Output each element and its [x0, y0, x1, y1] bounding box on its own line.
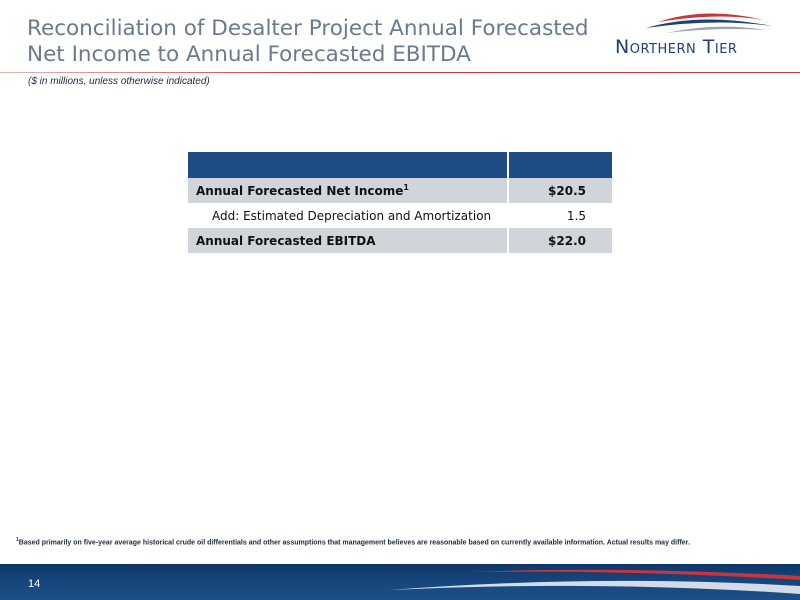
table-row-depreciation: Add: Estimated Depreciation and Amortiza…	[188, 203, 612, 228]
table-header-row	[188, 152, 612, 178]
depreciation-label: Add: Estimated Depreciation and Amortiza…	[212, 208, 492, 223]
footer-bar: 14	[0, 564, 800, 600]
net-income-value: $20.5	[507, 178, 612, 203]
units-subtitle: ($ in millions, unless otherwise indicat…	[28, 76, 210, 87]
footnote-marker: 1	[403, 183, 409, 192]
reconciliation-table: Annual Forecasted Net Income1 $20.5 Add:…	[188, 152, 612, 253]
footnote: 1Based primarily on five-year average hi…	[16, 537, 786, 546]
footnote-number: 1	[16, 537, 19, 543]
title-line-1: Reconciliation of Desalter Project Annua…	[27, 16, 589, 41]
depreciation-value: 1.5	[566, 208, 586, 223]
page-title: Reconciliation of Desalter Project Annua…	[27, 16, 617, 68]
ebitda-value: $22.0	[507, 228, 612, 253]
header-cell-value	[507, 152, 612, 178]
northern-tier-logo: Northern Tier	[606, 8, 792, 68]
logo-text: Northern Tier	[615, 36, 738, 58]
title-line-2: Net Income to Annual Forecasted EBITDA	[27, 42, 471, 67]
table-row-ebitda: Annual Forecasted EBITDA $22.0	[188, 228, 612, 253]
header-divider	[0, 72, 800, 73]
footer-swoosh-icon	[390, 569, 800, 594]
footnote-text: Based primarily on five-year average his…	[18, 539, 690, 547]
page-number: 14	[28, 578, 41, 590]
ebitda-label: Annual Forecasted EBITDA	[188, 228, 508, 253]
table-row-net-income: Annual Forecasted Net Income1 $20.5	[188, 178, 612, 203]
header-cell-label	[188, 152, 508, 178]
swoosh-logo-icon	[646, 13, 772, 33]
net-income-label: Annual Forecasted Net Income1	[188, 178, 508, 203]
